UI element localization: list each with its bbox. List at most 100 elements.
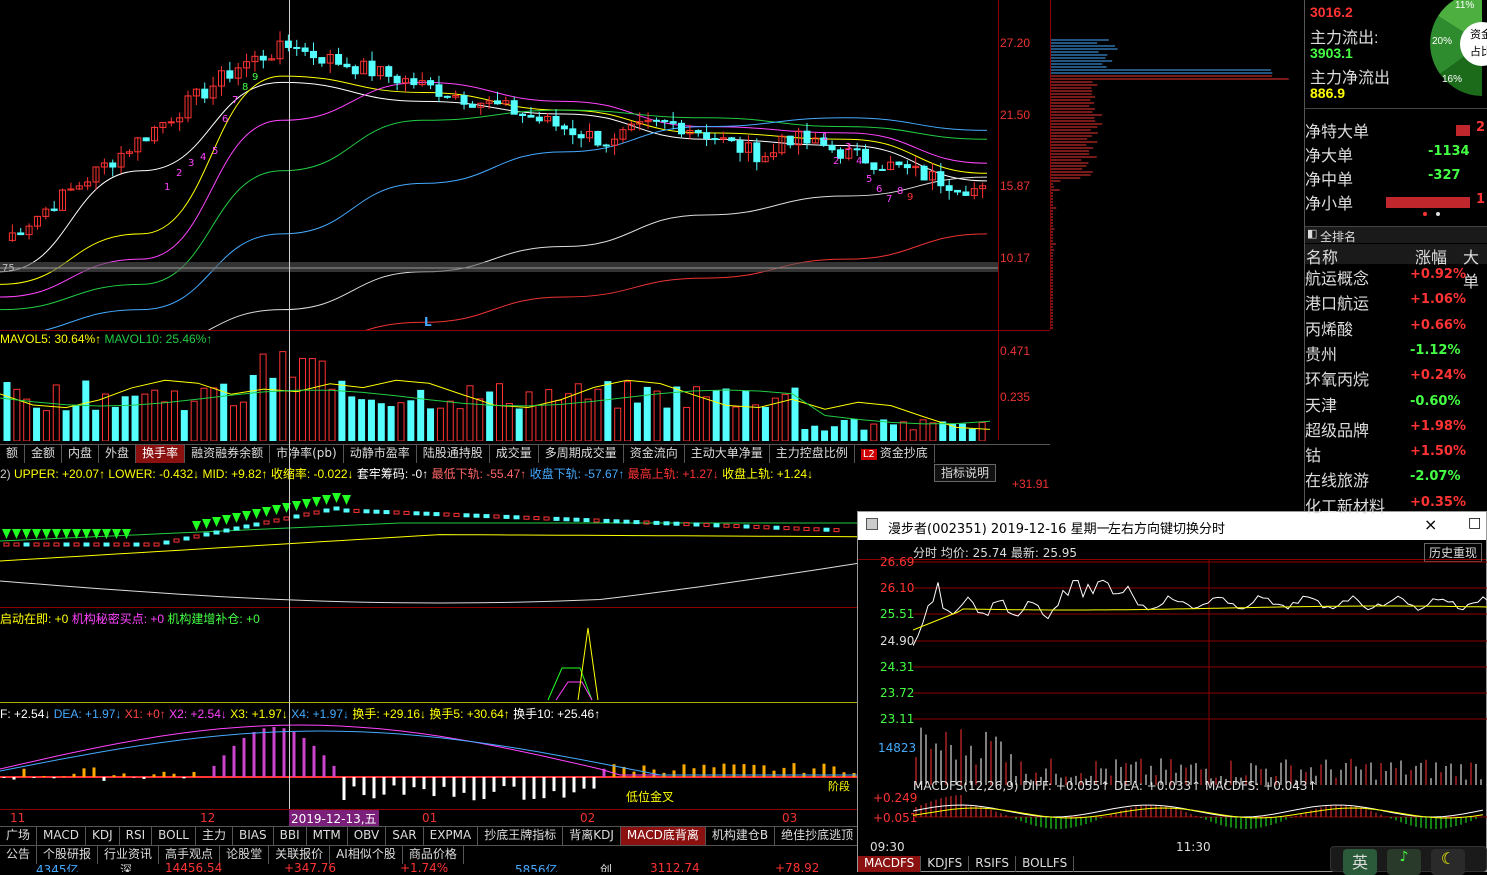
rank-arrow-icon[interactable]: ◧ [1307, 227, 1318, 240]
boll-candle [323, 508, 330, 513]
rank-row[interactable]: 环氧丙烷 +0.24% [1305, 366, 1487, 391]
tab-6[interactable]: AI相似个股 [330, 846, 403, 864]
col-big[interactable]: 大单 [1463, 248, 1480, 291]
tab-6[interactable]: BIAS [233, 827, 274, 845]
rank-row[interactable]: 航运概念 +0.92% [1305, 265, 1487, 290]
tab-12[interactable]: 抄底王牌指标 [478, 827, 564, 845]
col-name[interactable]: 名称 [1306, 248, 1339, 267]
intraday-macd-chart[interactable] [913, 795, 1487, 837]
tab-7[interactable]: BBI [274, 827, 307, 845]
rank-row[interactable]: 钴 +1.50% [1305, 442, 1487, 467]
rank-row[interactable]: 贵州 -1.12% [1305, 341, 1487, 366]
tab-3[interactable]: RSI [120, 827, 153, 845]
candle-body [510, 100, 518, 115]
tab-2[interactable]: RSIFS [969, 856, 1017, 872]
tab-7[interactable]: 动静市盈率 [344, 445, 417, 463]
volume-bar [141, 393, 149, 441]
maximize-icon[interactable]: □ [1468, 515, 1482, 531]
tab-11[interactable]: 资金流向 [624, 445, 685, 463]
tab-13[interactable]: 背离KDJ [563, 827, 621, 845]
tab-8[interactable]: MTM [307, 827, 348, 845]
tab-12[interactable]: 主动大单净量 [685, 445, 770, 463]
tab-13[interactable]: 主力控盘比例 [770, 445, 855, 463]
rank-row[interactable]: 在线旅游 -2.07% [1305, 467, 1487, 492]
mavol10-label: MAVOL10: 25.46%↑ [104, 332, 213, 346]
signal-c: 机构建增补仓: +0 [167, 612, 260, 626]
popup-titlebar[interactable]: 漫步者(002351) 2019-12-16 星期一 左右方向键切换分时 × □ [858, 512, 1486, 540]
tab-2[interactable]: 行业资讯 [98, 846, 160, 864]
tab-5[interactable]: 主力 [196, 827, 234, 845]
tab-0[interactable]: MACDFS [858, 856, 922, 872]
tab-1[interactable]: KDJFS [921, 856, 970, 872]
signal-line [547, 667, 593, 701]
tab-5[interactable]: 关联报价 [269, 846, 331, 864]
tab-1[interactable]: MACD [37, 827, 86, 845]
tab-10[interactable]: 多周期成交量 [539, 445, 624, 463]
indicator-explain-button[interactable]: 指标说明 [934, 464, 996, 482]
tab-4[interactable]: 论股堂 [220, 846, 270, 864]
page-dot[interactable] [1423, 212, 1427, 216]
page-dot[interactable] [1436, 212, 1440, 216]
close-icon[interactable]: × [1424, 515, 1438, 534]
candle-body [268, 58, 276, 61]
col-pct[interactable]: 涨幅 [1415, 248, 1448, 267]
tab-8[interactable]: 陆股通持股 [417, 445, 490, 463]
tab-3[interactable]: BOLLFS [1016, 856, 1075, 872]
tab-14[interactable]: MACD底背离 [620, 827, 706, 845]
tab-1[interactable]: 个股研报 [37, 846, 99, 864]
tab-2[interactable]: 内盘 [62, 445, 100, 463]
signal-chart[interactable] [0, 624, 860, 704]
tab-5[interactable]: 融资融券余额 [185, 445, 271, 463]
intraday-popup[interactable]: 漫步者(002351) 2019-12-16 星期一 左右方向键切换分时 × □… [857, 511, 1487, 872]
intraday-price-tick: 25.51 [880, 607, 915, 621]
volume-bar [604, 381, 612, 441]
volume-chart[interactable] [0, 346, 998, 441]
volume-bar [673, 386, 681, 441]
rank-row[interactable]: 港口航运 +1.06% [1305, 290, 1487, 315]
boll-candle [33, 542, 40, 547]
rank-title[interactable]: 全排名 [1320, 230, 1357, 244]
tab-14[interactable]: L2 资金抄底 [855, 445, 935, 463]
ticker-change: +347.76 [284, 863, 337, 872]
tab-10[interactable]: SAR [386, 827, 424, 845]
order-net-value: 2 [1476, 120, 1486, 135]
ticker-amount: 5856亿 [515, 863, 558, 872]
rank-row[interactable]: 超级品牌 +1.98% [1305, 417, 1487, 442]
ime-mode-icon[interactable]: ♪ [1387, 849, 1421, 875]
tab-15[interactable]: 机构建仓B [706, 827, 776, 845]
tab-4[interactable]: BOLL [152, 827, 196, 845]
macd-chart[interactable] [0, 719, 860, 809]
tab-0[interactable]: 公告 [0, 846, 38, 864]
macd-dif: F: +2.54↓ [0, 707, 51, 721]
intraday-price-tick: 24.90 [880, 634, 915, 648]
intraday-chart[interactable] [913, 560, 1487, 785]
tab-2[interactable]: KDJ [86, 827, 120, 845]
tab-9[interactable]: 成交量 [490, 445, 539, 463]
tab-6[interactable]: 市净率(pb) [270, 445, 344, 463]
tab-3[interactable]: 外盘 [99, 445, 137, 463]
tab-1[interactable]: 金额 [25, 445, 63, 463]
tab-7[interactable]: 商品价格 [403, 846, 464, 864]
rank-row[interactable]: 天津 -0.60% [1305, 392, 1487, 417]
tab-9[interactable]: OBV [348, 827, 387, 845]
tab-3[interactable]: 高手观点 [159, 846, 221, 864]
tab-0[interactable]: 广场 [0, 827, 38, 845]
ime-moon-icon[interactable]: ☾ [1431, 849, 1465, 875]
tab-0[interactable]: 额 [0, 445, 26, 463]
candle-body [284, 40, 292, 48]
boll-chart[interactable] [0, 481, 860, 606]
td-number: 1 [164, 182, 170, 193]
rank-row[interactable]: 丙烯酸 +0.66% [1305, 316, 1487, 341]
boll-candle [253, 522, 260, 527]
tab-11[interactable]: EXPMA [424, 827, 479, 845]
tab-4[interactable]: 换手率 [136, 445, 186, 463]
order-net-bar [1456, 125, 1470, 136]
ime-lang-icon[interactable]: 英 [1343, 849, 1377, 875]
rank-row[interactable]: 化工新材料 +0.35% [1305, 493, 1487, 518]
boll-candle [733, 524, 740, 529]
tab-16[interactable]: 绝佳抄底逃顶 [775, 827, 861, 845]
candle-body [878, 168, 886, 171]
macd-dea-line [0, 730, 860, 776]
